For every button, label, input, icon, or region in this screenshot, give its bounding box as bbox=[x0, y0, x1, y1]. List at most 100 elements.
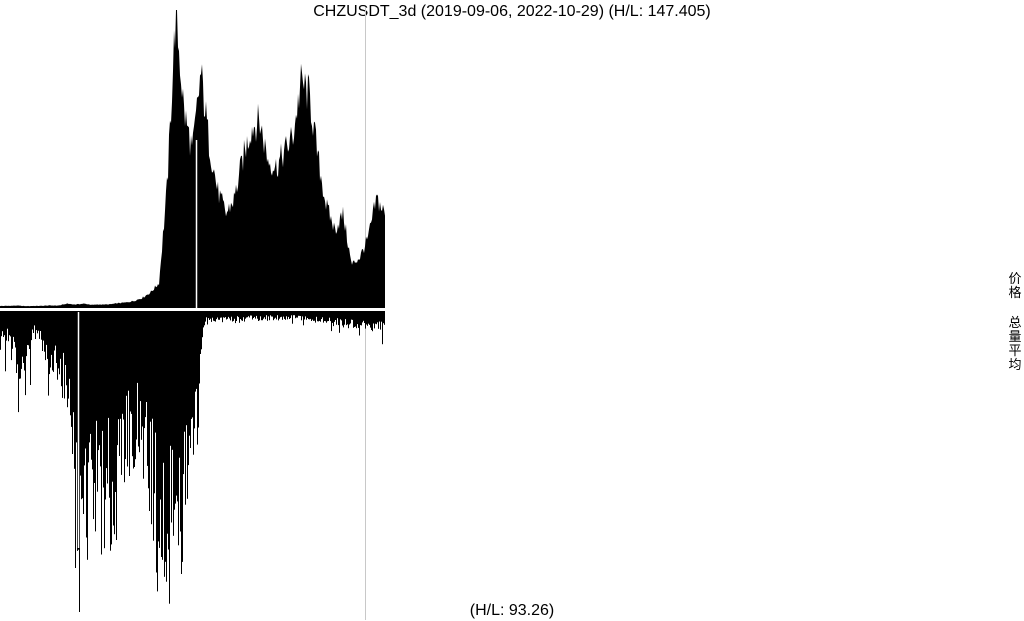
volume-bar bbox=[100, 311, 101, 466]
volume-bar bbox=[48, 311, 49, 396]
volume-bar bbox=[33, 311, 34, 333]
volume-bar bbox=[240, 311, 241, 319]
volume-bar bbox=[278, 311, 279, 320]
volume-bar bbox=[343, 311, 344, 327]
volume-bar bbox=[200, 311, 201, 354]
volume-bar bbox=[210, 311, 211, 319]
volume-bar bbox=[9, 311, 10, 335]
volume-bar bbox=[152, 311, 153, 419]
volume-bar bbox=[211, 311, 212, 322]
price-area bbox=[0, 10, 385, 308]
volume-bar bbox=[281, 311, 282, 317]
volume-bar bbox=[50, 311, 51, 368]
volume-bar bbox=[360, 311, 361, 325]
volume-bar bbox=[19, 311, 20, 379]
volume-bar bbox=[241, 311, 242, 320]
volume-bar bbox=[38, 311, 39, 331]
volume-bar bbox=[129, 311, 130, 476]
volume-bar bbox=[337, 311, 338, 318]
volume-bar bbox=[373, 311, 374, 324]
volume-bar bbox=[362, 311, 363, 322]
volume-bar bbox=[219, 311, 220, 320]
volume-bar bbox=[215, 311, 216, 322]
volume-bar bbox=[94, 311, 95, 483]
volume-bar bbox=[338, 311, 339, 325]
volume-bar bbox=[331, 311, 332, 331]
volume-bar bbox=[135, 311, 136, 459]
volume-bar bbox=[239, 311, 240, 323]
volume-bar bbox=[243, 311, 244, 317]
volume-bar bbox=[208, 311, 209, 318]
volume-bar bbox=[312, 311, 313, 320]
volume-bar bbox=[292, 311, 293, 324]
volume-bar bbox=[220, 311, 221, 318]
volume-bar bbox=[71, 311, 72, 427]
volume-bar bbox=[336, 311, 337, 325]
volume-bar bbox=[177, 311, 178, 501]
volume-bar bbox=[259, 311, 260, 320]
volume-bar bbox=[289, 311, 290, 319]
volume-bar bbox=[161, 311, 162, 557]
volume-bar bbox=[309, 311, 310, 319]
volume-bar bbox=[263, 311, 264, 319]
volume-bar bbox=[213, 311, 214, 321]
volume-bar bbox=[131, 311, 132, 414]
volume-bar bbox=[258, 311, 259, 321]
volume-bar bbox=[197, 311, 198, 445]
volume-bar bbox=[287, 311, 288, 319]
volume-bar bbox=[228, 311, 229, 317]
volume-bar bbox=[279, 311, 280, 319]
volume-bar bbox=[3, 311, 4, 337]
volume-bar bbox=[89, 311, 90, 442]
volume-bar bbox=[119, 311, 120, 456]
volume-bar bbox=[377, 311, 378, 322]
volume-bar bbox=[173, 311, 174, 536]
volume-bar bbox=[357, 311, 358, 324]
volume-bar bbox=[333, 311, 334, 326]
volume-bar bbox=[155, 311, 156, 433]
volume-bar bbox=[358, 311, 359, 328]
volume-bar bbox=[381, 311, 382, 322]
volume-bar bbox=[234, 311, 235, 319]
volume-bar bbox=[280, 311, 281, 317]
volume-bar bbox=[231, 311, 232, 317]
volume-bar bbox=[5, 311, 6, 371]
volume-bar bbox=[122, 311, 123, 414]
volume-bar bbox=[65, 311, 66, 365]
volume-bar bbox=[114, 311, 115, 534]
volume-bar bbox=[303, 311, 304, 325]
volume-bar bbox=[189, 311, 190, 436]
volume-bar bbox=[95, 311, 96, 531]
volume-bar bbox=[207, 311, 208, 325]
volume-bar bbox=[102, 311, 103, 431]
volume-bar bbox=[166, 311, 167, 582]
volume-bar bbox=[17, 311, 18, 364]
volume-bar bbox=[28, 311, 29, 345]
volume-bar bbox=[35, 311, 36, 339]
volume-bar bbox=[4, 311, 5, 335]
volume-bar bbox=[334, 311, 335, 322]
volume-bar bbox=[316, 311, 317, 317]
volume-bar bbox=[308, 311, 309, 319]
volume-bar bbox=[76, 311, 77, 442]
price-axis-label: 价格 bbox=[1007, 272, 1023, 300]
volume-bar bbox=[2, 311, 3, 331]
volume-bar bbox=[185, 311, 186, 505]
volume-bar bbox=[296, 311, 297, 318]
volume-bar bbox=[141, 311, 142, 440]
volume-bar bbox=[285, 311, 286, 320]
volume-bar bbox=[97, 311, 98, 492]
volume-bar bbox=[330, 311, 331, 321]
volume-bar bbox=[335, 311, 336, 320]
volume-hl-label: (H/L: 93.26) bbox=[362, 601, 662, 621]
volume-bar bbox=[11, 311, 12, 360]
volume-bar bbox=[313, 311, 314, 321]
volume-bar bbox=[75, 311, 76, 568]
volume-bar bbox=[34, 311, 35, 325]
volume-bar bbox=[120, 311, 121, 419]
volume-bar bbox=[172, 311, 173, 450]
volume-bar bbox=[260, 311, 261, 316]
volume-bar bbox=[376, 311, 377, 324]
volume-bar bbox=[290, 311, 291, 318]
volume-bar bbox=[27, 311, 28, 345]
